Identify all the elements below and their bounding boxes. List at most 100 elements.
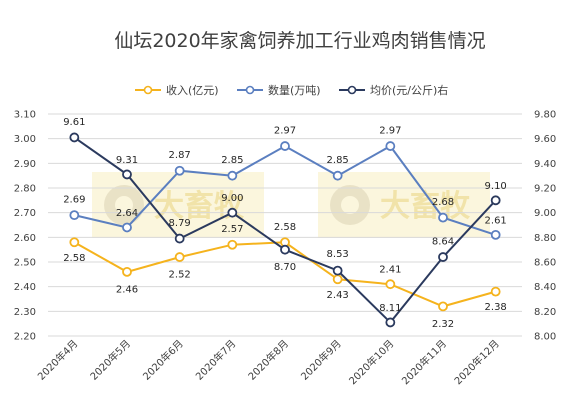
series-point-quantity [69,210,80,221]
series-point-income [227,239,238,250]
series-point-income [122,266,132,277]
data-labels: 2.58 2.46 2.52 2.57 2.58 2.43 2.41 2.32 2.38 2.69… [63,117,507,330]
right-axis-tick-label: 8.40 [534,282,556,293]
left-axis-tick-label: 2.20 [14,332,36,343]
series-point-price [490,195,501,206]
legend-swatch-marker [347,85,357,95]
series-point-price [174,233,185,244]
data-label-income: 2.58 [63,253,85,264]
right-axis-tick-label: 8.20 [534,307,556,318]
watermark-logo-inner-icon [341,196,359,214]
data-label-income: 2.46 [116,284,138,295]
data-label-price: 8.11 [379,303,401,314]
series-point-quantity [122,222,132,233]
x-axis-tick-label: 2020年10月 [346,337,396,387]
left-axis: 2.20 2.30 2.40 2.50 2.60 2.70 2.80 2.90 3.00 3.10 [14,110,36,343]
right-axis: 8.00 8.20 8.40 8.60 8.80 9.00 9.20 9.40 9.60 9.80 [534,110,556,343]
x-axis-tick-label: 2020年5月 [87,337,133,383]
data-label-income: 2.58 [274,222,296,233]
data-label-price: 9.61 [63,117,85,128]
series-point-price [227,207,238,218]
x-axis-tick-label: 2020年6月 [140,337,186,383]
right-axis-tick-label: 9.60 [534,134,556,145]
series-point-quantity [227,170,238,181]
legend-label: 收入(亿元) [166,83,219,97]
data-label-income: 2.32 [432,319,454,330]
left-axis-tick-label: 2.80 [14,184,36,195]
right-axis-tick-label: 8.60 [534,258,556,269]
series-point-quantity [174,165,185,176]
left-axis-tick-label: 2.70 [14,208,36,219]
x-axis-tick-label: 2020年11月 [399,337,449,387]
x-axis-tick-label: 2020年7月 [193,337,239,383]
right-axis-tick-label: 8.80 [534,233,556,244]
series-point-income [385,279,396,290]
legend-label: 均价(元/公斤)右 [370,83,448,97]
data-label-quantity: 2.85 [221,155,243,166]
data-label-price: 8.70 [274,262,296,273]
data-label-income: 2.43 [327,290,349,301]
legend-item-price: 均价(元/公斤)右 [339,83,448,97]
legend-label: 数量(万吨) [268,84,321,97]
left-axis-tick-label: 2.40 [14,282,36,293]
data-label-quantity: 2.69 [63,195,85,206]
series-point-quantity [490,229,501,240]
series-point-price [385,317,396,328]
data-label-quantity: 2.97 [379,126,401,137]
series-point-quantity [332,170,343,181]
data-label-income: 2.52 [169,270,191,281]
series-point-income [174,252,185,262]
watermarks: 大畜牧 大畜牧 [92,172,490,238]
series-point-quantity [385,141,396,151]
x-axis-tick-label: 2020年9月 [298,337,344,383]
series-point-income [332,274,343,285]
series-point-price [280,244,290,255]
legend-swatch-marker [245,85,255,95]
x-axis-tick-label: 2020年12月 [451,337,501,387]
series-point-price [332,265,343,276]
left-axis-tick-label: 2.30 [14,307,36,318]
data-label-quantity: 2.87 [169,150,191,161]
chart-title: 仙坛2020年家禽饲养加工行业鸡肉销售情况 [114,30,485,52]
watermark: 大畜牧 [318,172,490,238]
series-points [69,132,501,328]
data-label-quantity: 2.64 [116,208,138,219]
legend-item-quantity: 数量(万吨) [237,84,321,97]
data-label-income: 2.57 [221,224,243,235]
x-axis-tick-label: 2020年4月 [35,337,81,383]
right-axis-tick-label: 9.80 [534,110,556,121]
x-axis-tick-label: 2020年8月 [245,337,291,383]
x-axis: 2020年4月 2020年5月 2020年6月 2020年7月 2020年8月 2020年… [35,337,502,387]
data-label-quantity: 2.85 [327,155,349,166]
series-point-quantity [438,212,448,223]
series-point-income [69,237,80,248]
left-axis-tick-label: 3.00 [14,134,36,145]
data-label-quantity: 2.97 [274,126,296,137]
left-axis-tick-label: 3.10 [14,110,36,121]
data-label-price: 8.53 [327,249,349,260]
legend-swatch-marker [143,85,153,95]
data-label-price: 8.64 [432,237,454,248]
data-label-quantity: 2.68 [432,197,454,208]
legend: 收入(亿元) 数量(万吨) 均价(元/公斤)右 [135,83,448,97]
legend-item-income: 收入(亿元) [135,83,219,97]
watermark-text: 大畜牧 [154,189,245,224]
series-point-income [438,301,448,312]
right-axis-tick-label: 9.00 [534,208,556,219]
series-point-quantity [280,141,290,151]
data-label-price: 8.79 [169,218,191,229]
right-axis-tick-label: 9.20 [534,184,556,195]
left-axis-tick-label: 2.90 [14,159,36,170]
data-label-quantity: 2.61 [485,215,507,226]
data-label-price: 9.00 [221,193,243,204]
left-axis-tick-label: 2.50 [14,258,36,269]
series-point-price [438,252,448,262]
right-axis-tick-label: 8.00 [534,332,556,343]
left-axis-tick-label: 2.60 [14,233,36,244]
series-point-income [490,286,501,297]
series-point-price [122,169,132,180]
gridlines [48,113,522,337]
data-label-price: 9.10 [485,181,507,192]
series-point-price [69,132,80,143]
